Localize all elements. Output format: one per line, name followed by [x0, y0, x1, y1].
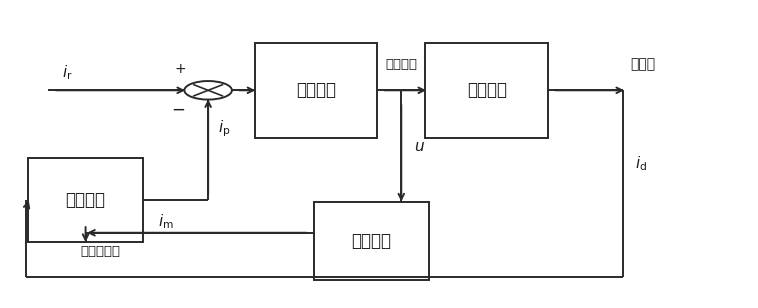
Text: 预测模型: 预测模型 [352, 232, 392, 250]
Text: 反馈矫正: 反馈矫正 [66, 191, 105, 209]
Text: 控制输出: 控制输出 [385, 58, 418, 71]
Text: 被控对象: 被控对象 [467, 81, 506, 99]
Text: $i_{\rm d}$: $i_{\rm d}$ [635, 154, 647, 173]
Text: +: + [175, 63, 186, 76]
Text: $i_{\rm p}$: $i_{\rm p}$ [218, 118, 230, 139]
FancyBboxPatch shape [425, 43, 548, 138]
Text: 模型预测值: 模型预测值 [80, 245, 121, 258]
Text: $i_{\rm m}$: $i_{\rm m}$ [158, 212, 174, 230]
FancyBboxPatch shape [28, 158, 143, 242]
FancyBboxPatch shape [255, 43, 377, 138]
Text: 滚动优化: 滚动优化 [296, 81, 336, 99]
Text: $i_{\rm r}$: $i_{\rm r}$ [61, 63, 72, 82]
Text: −: − [171, 101, 186, 119]
FancyBboxPatch shape [314, 202, 429, 280]
Text: 输出量: 输出量 [630, 57, 655, 71]
Text: $u$: $u$ [415, 139, 425, 154]
